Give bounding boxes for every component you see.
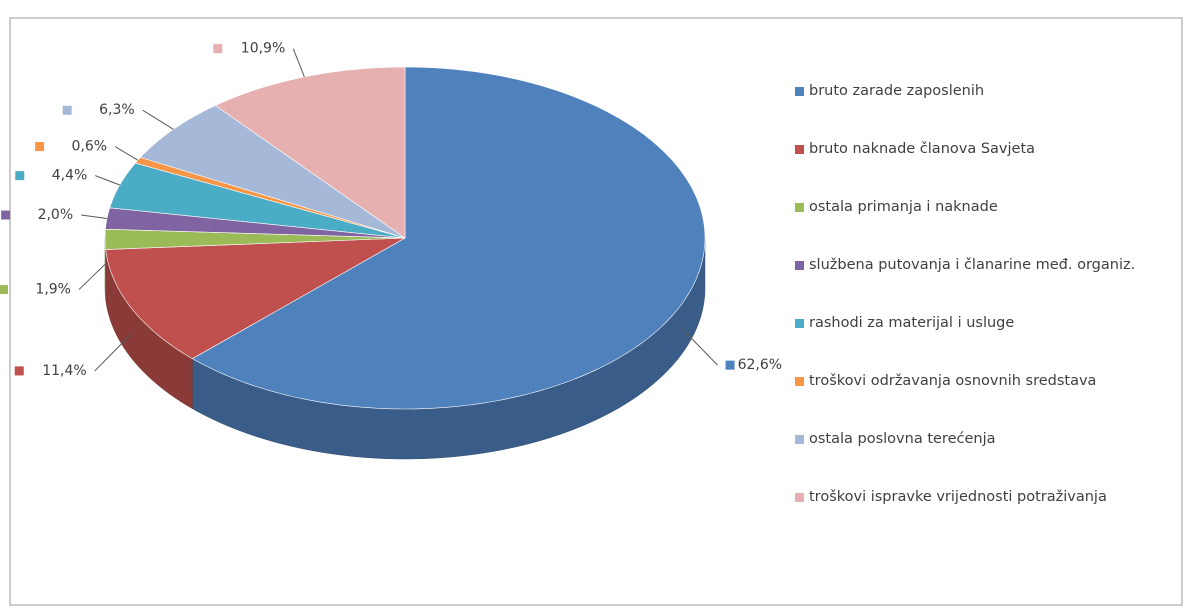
legend-label: ostala poslovna terećenja (809, 431, 996, 447)
label-swatch (62, 105, 72, 115)
leader-line (681, 328, 718, 366)
slice (139, 105, 406, 239)
leader-line (78, 263, 106, 290)
data-label: 10,9% (241, 41, 285, 57)
legend-label: službena putovanja i članarine međ. orga… (809, 257, 1136, 273)
legend-swatch (795, 319, 804, 328)
legend-swatch (795, 435, 804, 444)
data-label: 0,6% (72, 139, 108, 155)
legend-item: bruto zarade zaposlenih (795, 82, 1187, 140)
legend-label: ostala primanja i naknade (809, 199, 998, 215)
data-label: 62,6% (738, 357, 782, 373)
legend-swatch (795, 203, 804, 212)
legend-label: bruto naknade članova Savjeta (809, 141, 1036, 157)
leader-line (292, 48, 305, 78)
pie-top (104, 66, 706, 410)
label-swatch (1, 210, 11, 220)
label-swatch (15, 171, 25, 181)
legend-swatch (795, 377, 804, 386)
slice (105, 237, 406, 359)
legend-item: službena putovanja i članarine međ. orga… (795, 256, 1187, 314)
legend-label: troškovi održavanja osnovnih sredstava (809, 373, 1097, 389)
legend-label: troškovi ispravke vrijednosti potraživan… (809, 489, 1107, 505)
leader-line (94, 333, 133, 372)
data-label: 4,4% (52, 168, 88, 184)
legend-label: bruto zarade zaposlenih (809, 83, 985, 99)
label-swatch (213, 44, 223, 54)
leader-line (81, 214, 108, 219)
data-label: 1,9% (35, 282, 71, 298)
legend-swatch (795, 87, 804, 96)
legend: bruto zarade zaposlenih bruto naknade čla… (795, 82, 1187, 546)
legend-item: troškovi održavanja osnovnih sredstava (795, 372, 1187, 430)
leader-line (142, 109, 174, 130)
legend-swatch (795, 145, 804, 154)
slice (214, 66, 406, 239)
slice (191, 66, 706, 410)
label-swatch (35, 142, 45, 152)
data-label: 11,4% (42, 363, 86, 379)
data-label: 2,0% (38, 207, 74, 223)
legend-item: ostala primanja i naknade (795, 198, 1187, 256)
leader-line (95, 175, 120, 186)
label-swatch (14, 366, 24, 376)
legend-swatch (795, 493, 804, 502)
data-label: 6,3% (99, 102, 135, 118)
legend-item: bruto naknade članova Savjeta (795, 140, 1187, 198)
label-swatch (0, 285, 9, 295)
slice (104, 228, 406, 250)
legend-swatch (795, 261, 804, 270)
label-swatch (725, 360, 735, 370)
legend-item: rashodi za materijal i usluge (795, 314, 1187, 372)
leader-line (114, 146, 139, 161)
legend-label: rashodi za materijal i usluge (809, 315, 1015, 331)
legend-item: ostala poslovna terećenja (795, 430, 1187, 488)
legend-item: troškovi ispravke vrijednosti potraživan… (795, 488, 1187, 546)
